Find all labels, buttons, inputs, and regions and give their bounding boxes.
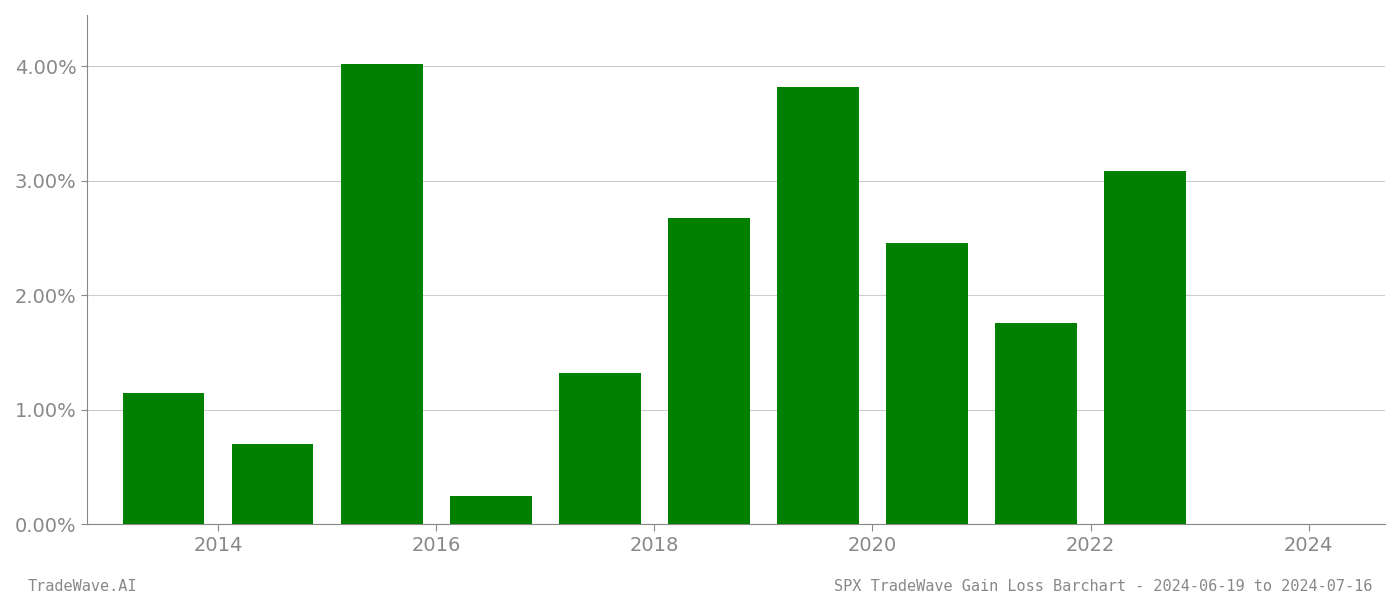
Bar <box>231 444 314 524</box>
Bar <box>559 373 641 524</box>
Bar <box>886 243 967 524</box>
Bar <box>995 323 1077 524</box>
Text: TradeWave.AI: TradeWave.AI <box>28 579 137 594</box>
Bar <box>449 496 532 524</box>
Bar <box>777 87 858 524</box>
Bar <box>340 64 423 524</box>
Bar <box>1105 170 1186 524</box>
Bar <box>668 218 750 524</box>
Text: SPX TradeWave Gain Loss Barchart - 2024-06-19 to 2024-07-16: SPX TradeWave Gain Loss Barchart - 2024-… <box>833 579 1372 594</box>
Bar <box>123 392 204 524</box>
